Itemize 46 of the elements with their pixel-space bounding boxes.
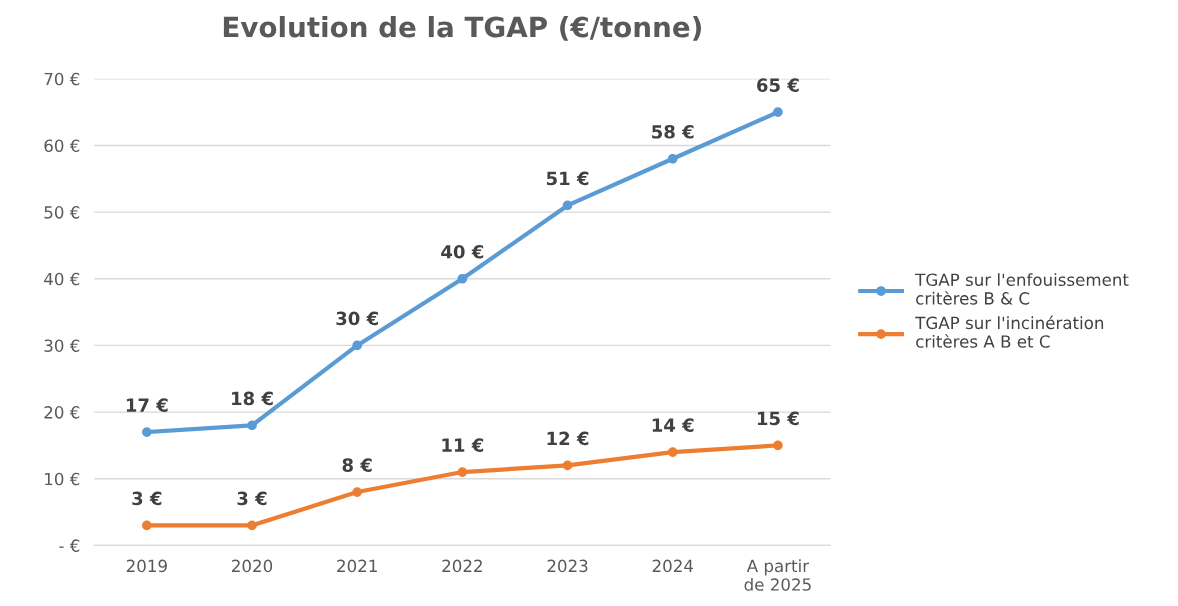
data-label: 3 €: [132, 491, 162, 506]
data-label: 65 €: [757, 78, 799, 92]
point: [141, 520, 152, 531]
point: [562, 200, 573, 211]
y-tick-label: 30 €: [44, 339, 80, 352]
point: [667, 447, 678, 457]
data-label: 8 €: [342, 458, 372, 472]
legend-label: TGAP sur l'enfouissement critères B & C: [915, 273, 1129, 305]
data-label: 17 €: [126, 398, 168, 412]
legend-label: TGAP sur l'incinération critères A B et C: [915, 315, 1104, 348]
point: [457, 467, 468, 477]
point: [667, 153, 678, 164]
data-label: 30 €: [336, 311, 378, 326]
point: [773, 107, 783, 117]
x-tick-label: 2020: [232, 559, 273, 573]
x-tick-label: A partir de 2025: [744, 559, 811, 591]
data-label: 12 €: [547, 431, 589, 446]
x-tick-label: 2022: [442, 559, 482, 573]
y-tick-label: 60 €: [44, 139, 80, 153]
data-label: 3 €: [237, 491, 267, 506]
x-tick-label: 2021: [337, 559, 377, 573]
y-tick-label: 10 €: [45, 472, 80, 486]
data-label: 18 €: [232, 391, 273, 406]
data-label: 11 €: [442, 438, 484, 452]
data-label: 14 €: [652, 418, 694, 432]
x-tick-label: 2024: [652, 559, 693, 573]
point: [247, 420, 257, 431]
data-label: 15 €: [757, 411, 799, 426]
point: [352, 487, 363, 497]
point: [141, 427, 152, 437]
point: [562, 460, 573, 471]
data-label: 51 €: [546, 171, 589, 186]
y-tick-label: 50 €: [44, 206, 80, 219]
y-tick-label: 70 €: [44, 72, 80, 86]
y-tick-label: 20 €: [44, 406, 80, 419]
data-label: 40 €: [441, 244, 484, 259]
point: [247, 520, 257, 531]
point: [457, 273, 468, 284]
point: [773, 440, 783, 451]
point: [352, 340, 363, 351]
y-tick-label: 40 €: [44, 272, 80, 286]
y-tick-label: - €: [59, 539, 80, 552]
data-label: 58 €: [652, 124, 694, 139]
chart-title: Evolution de la TGAP (€/tonne): [223, 16, 701, 41]
x-tick-label: 2023: [547, 559, 588, 573]
x-tick-label: 2019: [126, 559, 167, 573]
